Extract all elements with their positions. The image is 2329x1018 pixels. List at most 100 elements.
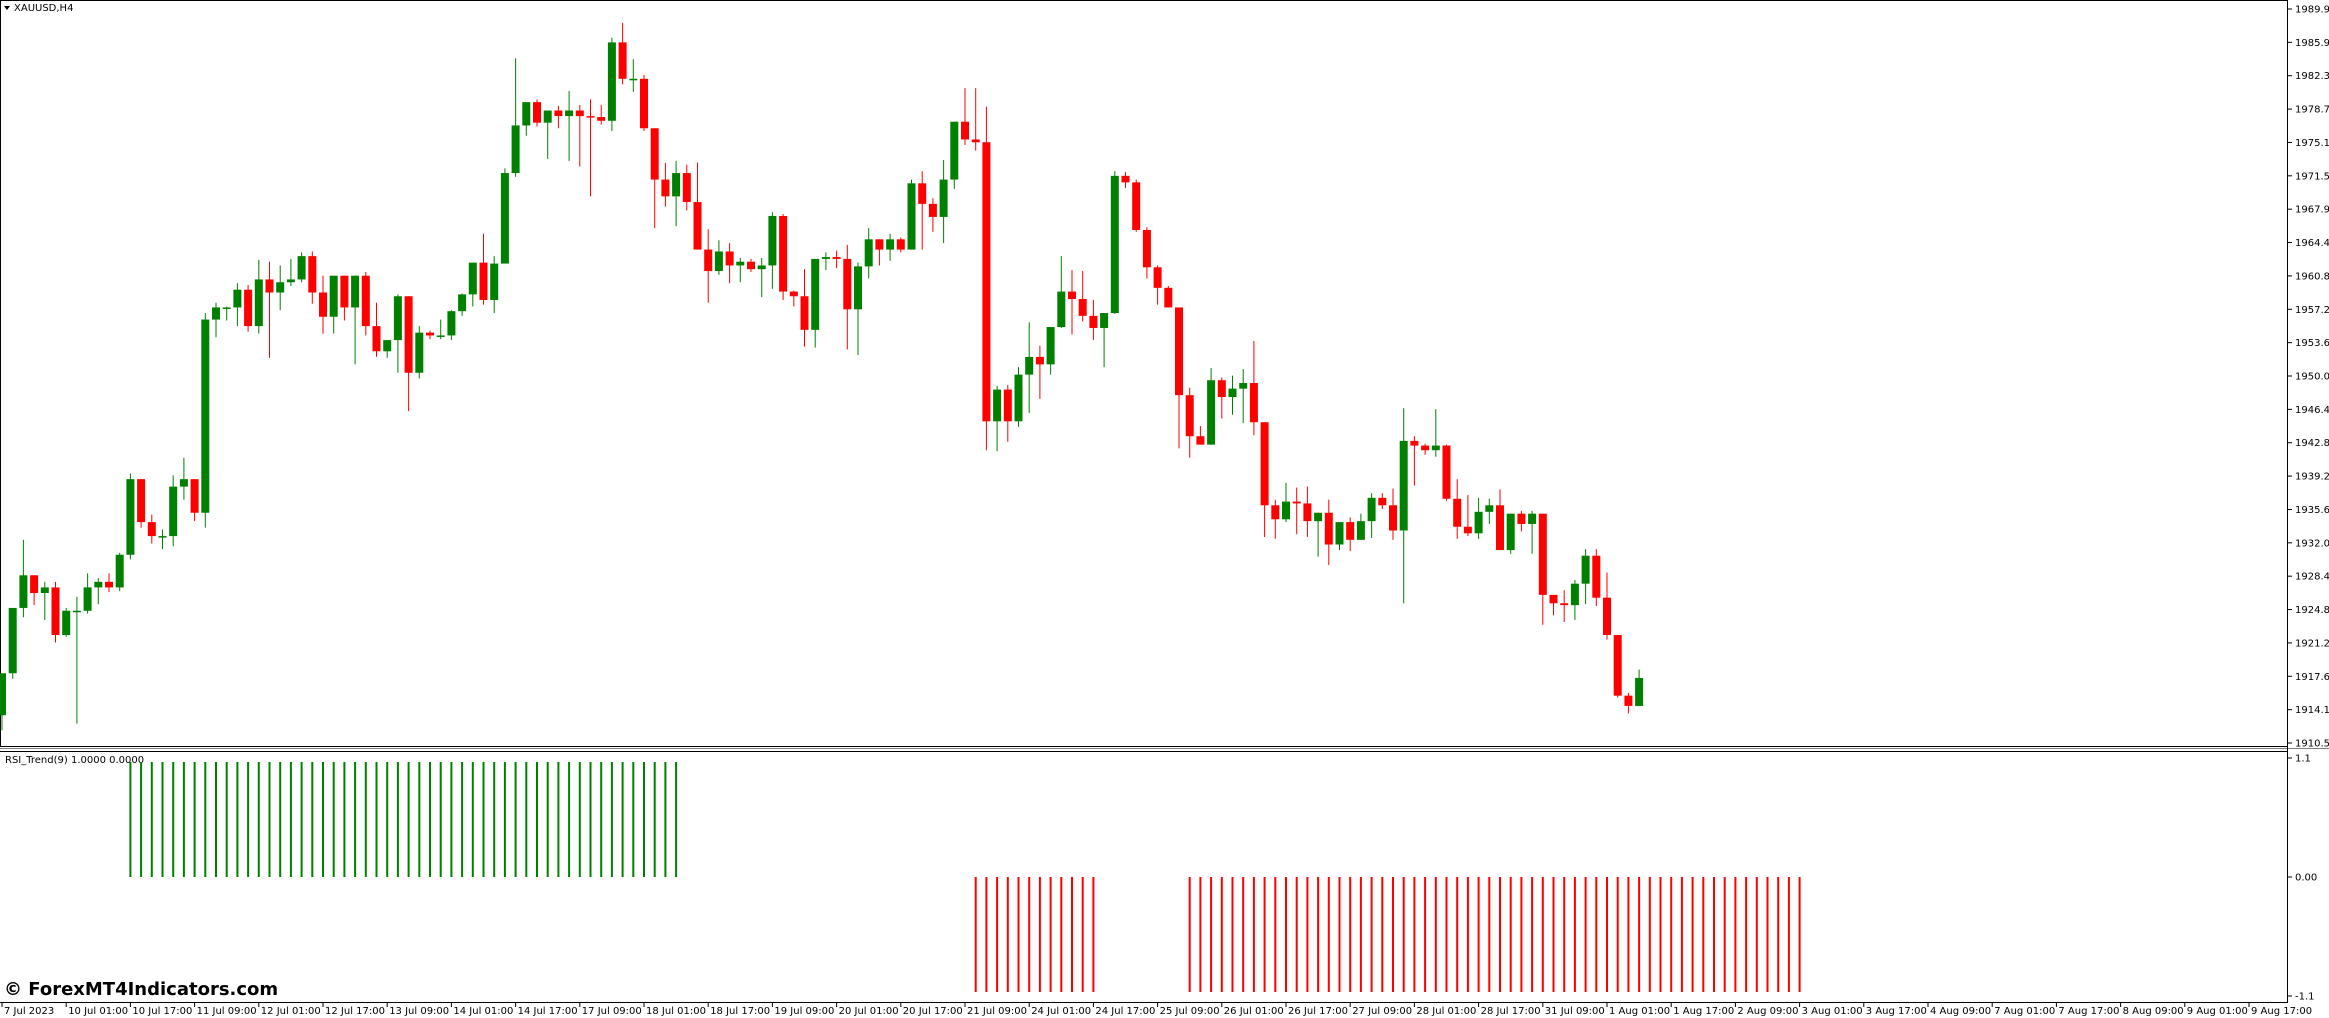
time-tick-label: 10 Jul 17:00	[132, 1006, 192, 1017]
candle-body	[415, 332, 424, 373]
candle-body	[1463, 526, 1472, 534]
candle-body	[40, 587, 49, 594]
candle-body	[458, 294, 467, 312]
candle-body	[1282, 501, 1290, 520]
candle-body	[886, 239, 895, 250]
candle-body	[1581, 555, 1590, 584]
candle-body	[907, 183, 916, 250]
candle-body	[244, 289, 253, 327]
price-tick-label: 1982.30	[2295, 71, 2329, 82]
candle-body	[1110, 175, 1119, 314]
candle-body	[682, 173, 691, 202]
price-tick-label: 1939.20	[2295, 472, 2329, 483]
candle-body	[265, 279, 274, 293]
time-tick-label: 18 Jul 01:00	[646, 1006, 706, 1017]
candle-body	[1399, 440, 1408, 531]
candle-body	[105, 581, 113, 588]
time-tick-label: 25 Jul 09:00	[1160, 1006, 1220, 1017]
candle-body	[1356, 521, 1365, 540]
price-tick-label: 1957.20	[2295, 305, 2329, 316]
candle-body	[757, 265, 766, 270]
candle-body	[1635, 677, 1644, 706]
candles-group	[0, 22, 1644, 731]
candle-body	[51, 587, 60, 636]
indicator-tick-label: -1.1	[2295, 992, 2315, 1003]
candle-body	[329, 275, 338, 317]
candle-body	[1089, 315, 1098, 328]
candle-body	[500, 173, 509, 264]
candle-body	[115, 554, 124, 588]
candle-body	[393, 296, 402, 341]
candle-body	[1271, 505, 1280, 520]
candle-body	[1549, 594, 1558, 604]
candle-body	[768, 215, 777, 266]
candle-body	[1164, 287, 1173, 308]
time-tick-label: 12 Jul 17:00	[325, 1006, 385, 1017]
candle-body	[254, 279, 263, 327]
candle-body	[62, 610, 71, 636]
candle-body	[575, 110, 584, 117]
time-tick-label: 3 Aug 17:00	[1866, 1006, 1927, 1017]
time-tick-label: 27 Jul 09:00	[1352, 1006, 1412, 1017]
candle-body	[779, 215, 788, 292]
candle-body	[1239, 383, 1248, 389]
candle-body	[297, 256, 306, 280]
candle-body	[918, 183, 927, 204]
candle-body	[789, 291, 798, 297]
price-tick-label: 1942.80	[2295, 438, 2329, 449]
candle-body	[1228, 388, 1237, 398]
time-tick-label: 24 Jul 17:00	[1095, 1006, 1155, 1017]
candle-body	[308, 256, 317, 293]
candle-body	[1132, 182, 1141, 230]
candle-body	[1314, 512, 1323, 522]
candle-body	[1570, 583, 1579, 606]
candle-body	[832, 257, 841, 259]
watermark: © ForexMT4Indicators.com	[4, 979, 278, 1000]
candle-body	[319, 292, 327, 317]
candle-body	[426, 332, 434, 336]
price-tick-label: 1960.80	[2295, 271, 2329, 282]
price-tick-label: 1914.10	[2295, 705, 2329, 716]
time-tick-label: 26 Jul 17:00	[1288, 1006, 1348, 1017]
candle-body	[1185, 395, 1194, 437]
candle-body	[0, 673, 6, 716]
candle-body	[30, 575, 39, 594]
candle-body	[1303, 503, 1312, 522]
candle-body	[640, 78, 648, 129]
time-tick-label: 14 Jul 17:00	[518, 1006, 578, 1017]
candle-body	[1260, 422, 1269, 506]
candle-body	[447, 311, 456, 336]
candle-body	[821, 257, 830, 259]
time-tick-label: 12 Jul 01:00	[261, 1006, 321, 1017]
candle-body	[1538, 513, 1547, 595]
candle-body	[543, 110, 552, 123]
candle-body	[1453, 498, 1462, 527]
price-tick-label: 1975.10	[2295, 138, 2329, 149]
chart-menu-triangle-icon[interactable]	[4, 6, 10, 10]
candle-body	[1485, 505, 1494, 512]
candle-body	[158, 536, 167, 538]
candle-body	[800, 296, 809, 330]
candle-body	[522, 102, 531, 126]
candle-body	[1624, 695, 1633, 706]
candle-body	[372, 326, 381, 352]
price-tick-label: 1928.40	[2295, 572, 2329, 583]
candle-body	[340, 275, 349, 308]
time-tick-label: 9 Aug 01:00	[2187, 1006, 2248, 1017]
time-tick-label: 20 Jul 17:00	[903, 1006, 963, 1017]
candle-body	[361, 275, 370, 327]
time-tick-label: 13 Jul 09:00	[389, 1006, 449, 1017]
candle-body	[479, 262, 488, 300]
price-tick-label: 1989.90	[2295, 5, 2329, 16]
candle-body	[693, 201, 702, 250]
candle-body	[1292, 501, 1301, 504]
candle-body	[1517, 513, 1526, 524]
candle-body	[511, 125, 520, 174]
candle-body	[554, 110, 563, 117]
candle-body	[1068, 291, 1076, 300]
candle-body	[72, 610, 81, 613]
time-axis: 7 Jul 2023 10 Jul 01:00 10 Jul 17:00 11 Jul…	[1, 1002, 2312, 1017]
candle-body	[383, 340, 392, 352]
histogram-group	[129, 762, 1801, 992]
